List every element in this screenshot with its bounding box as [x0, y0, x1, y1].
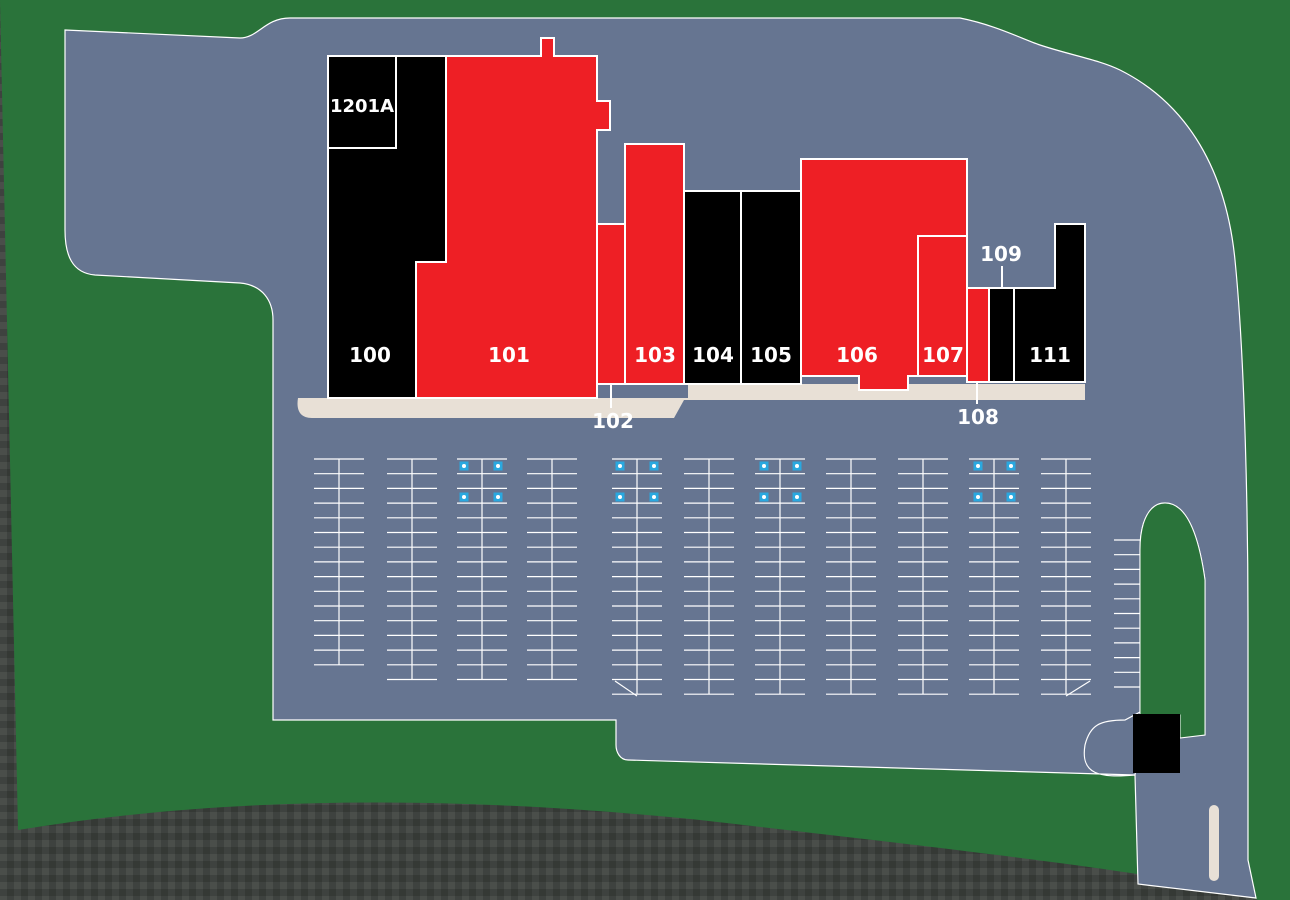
unit-label-101: 101 [488, 343, 530, 367]
wheelchair-icon [496, 464, 500, 468]
unit-label-107: 107 [922, 343, 964, 367]
unit-109[interactable] [989, 288, 1014, 382]
unit-label-111: 111 [1029, 343, 1071, 367]
wheelchair-icon [1009, 464, 1013, 468]
unit-label-1201a: 1201A [330, 96, 394, 117]
unit-label-103: 103 [634, 343, 676, 367]
wheelchair-icon [618, 464, 622, 468]
wheelchair-icon [1009, 495, 1013, 499]
unit-label-108: 108 [957, 405, 999, 429]
unit-label-102: 102 [592, 409, 634, 433]
wheelchair-icon [462, 495, 466, 499]
utility-structure [1133, 714, 1180, 773]
wheelchair-icon [652, 464, 656, 468]
wheelchair-icon [462, 464, 466, 468]
unit-label-109: 109 [980, 242, 1022, 266]
grass-island [1140, 503, 1205, 738]
wheelchair-icon [652, 495, 656, 499]
wheelchair-icon [976, 464, 980, 468]
unit-108[interactable] [967, 288, 989, 382]
wheelchair-icon [618, 495, 622, 499]
wheelchair-icon [496, 495, 500, 499]
unit-label-104: 104 [692, 343, 734, 367]
wheelchair-icon [762, 464, 766, 468]
wheelchair-icon [976, 495, 980, 499]
unit-label-100: 100 [349, 343, 391, 367]
median-strip [1209, 805, 1219, 881]
unit-label-106: 106 [836, 343, 878, 367]
unit-label-105: 105 [750, 343, 792, 367]
unit-102[interactable] [597, 224, 625, 384]
wheelchair-icon [795, 495, 799, 499]
wheelchair-icon [762, 495, 766, 499]
wheelchair-icon [795, 464, 799, 468]
